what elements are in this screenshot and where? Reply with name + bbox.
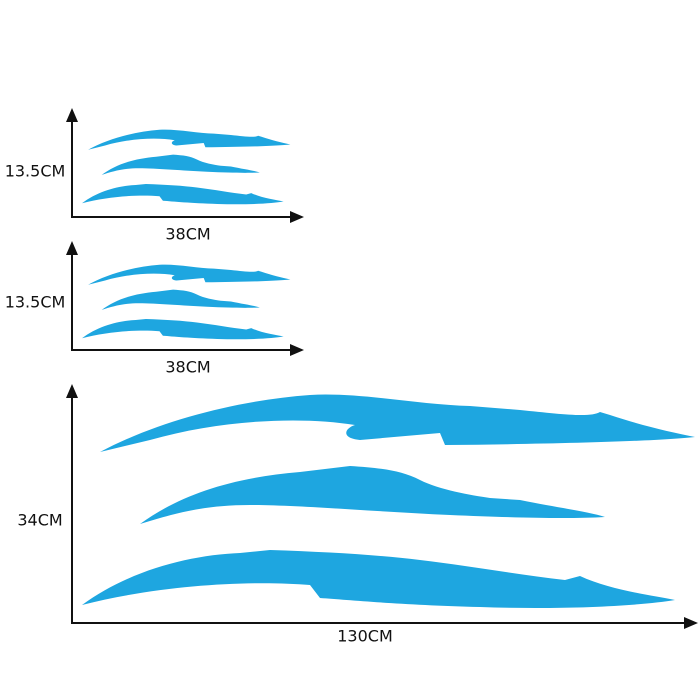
axes xyxy=(71,120,292,218)
width-label: 38CM xyxy=(165,358,210,377)
panel-small-1: 13.5CM 38CM xyxy=(5,108,304,244)
axes xyxy=(71,396,686,624)
decal-stripes xyxy=(82,394,695,609)
width-label: 130CM xyxy=(337,627,393,646)
panel-small-2: 13.5CM 38CM xyxy=(5,241,304,377)
panel-large: 34CM 130CM xyxy=(17,384,698,646)
height-label: 13.5CM xyxy=(5,162,66,181)
axes xyxy=(71,253,292,351)
width-label: 38CM xyxy=(165,225,210,244)
decal-stripes xyxy=(81,129,291,205)
decal-stripes xyxy=(81,264,291,340)
height-label: 13.5CM xyxy=(5,293,66,312)
height-label: 34CM xyxy=(17,511,62,530)
